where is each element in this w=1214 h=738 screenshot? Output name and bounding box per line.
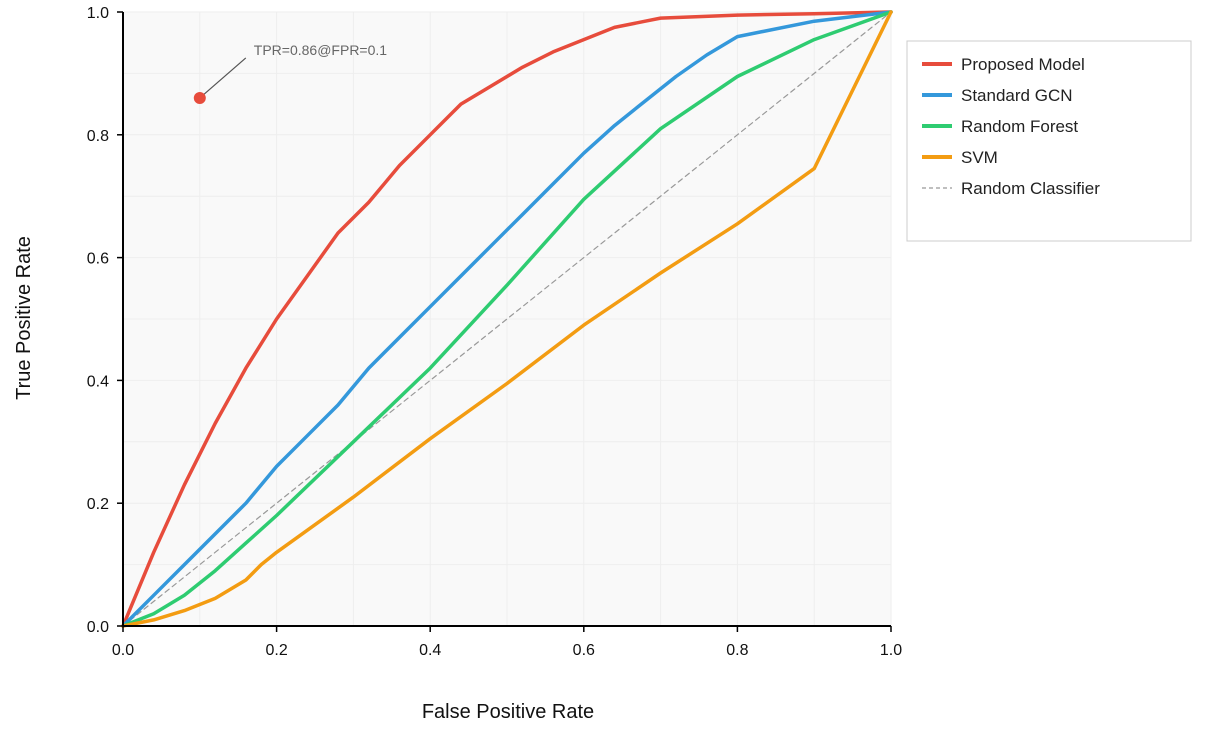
annotation-leader-line xyxy=(199,57,247,99)
y-tick-label: 0.8 xyxy=(87,128,109,145)
axes xyxy=(122,12,891,627)
legend-label: Random Classifier xyxy=(961,179,1100,198)
legend-label: SVM xyxy=(961,148,998,167)
series-line-random-classifier xyxy=(122,11,892,627)
y-tick-label: 0.6 xyxy=(87,251,109,268)
y-tick-label: 0.2 xyxy=(87,496,109,513)
legend-label: Standard GCN xyxy=(961,86,1073,105)
legend-label: Proposed Model xyxy=(961,55,1085,74)
series-line-svm xyxy=(121,10,893,628)
tick-labels: 0.0 0.2 0.4 0.6 0.8 1.0 0.0 0.2 0.4 0.6 0.8 1.0 xyxy=(87,5,902,659)
x-tick-label: 0.0 xyxy=(112,642,134,659)
x-tick-label: 0.4 xyxy=(419,642,441,659)
y-tick-label: 0.4 xyxy=(87,373,109,390)
x-axis-title: False Positive Rate xyxy=(422,701,594,723)
y-tick-label: 0.0 xyxy=(87,619,109,636)
x-tick-label: 0.8 xyxy=(726,642,748,659)
legend-label: Random Forest xyxy=(961,117,1078,136)
annotation-point xyxy=(193,91,206,104)
y-axis-title: True Positive Rate xyxy=(13,236,35,400)
annotation-group: TPR=0.86@FPR=0.1 xyxy=(193,42,387,104)
y-tick-label: 1.0 xyxy=(87,5,109,22)
grid xyxy=(122,11,892,627)
series-line-standard-gcn xyxy=(121,10,893,628)
series-line-random-forest xyxy=(121,10,893,628)
series-line-proposed-model xyxy=(121,10,893,628)
series-group xyxy=(121,10,893,628)
legend-box xyxy=(906,40,1192,242)
x-tick-label: 0.6 xyxy=(573,642,595,659)
x-tick-label: 0.2 xyxy=(265,642,287,659)
x-tick-label: 1.0 xyxy=(880,642,902,659)
annotation-label: TPR=0.86@FPR=0.1 xyxy=(254,42,387,58)
legend: Proposed Model Standard GCN Random Forest S… xyxy=(906,40,1192,242)
